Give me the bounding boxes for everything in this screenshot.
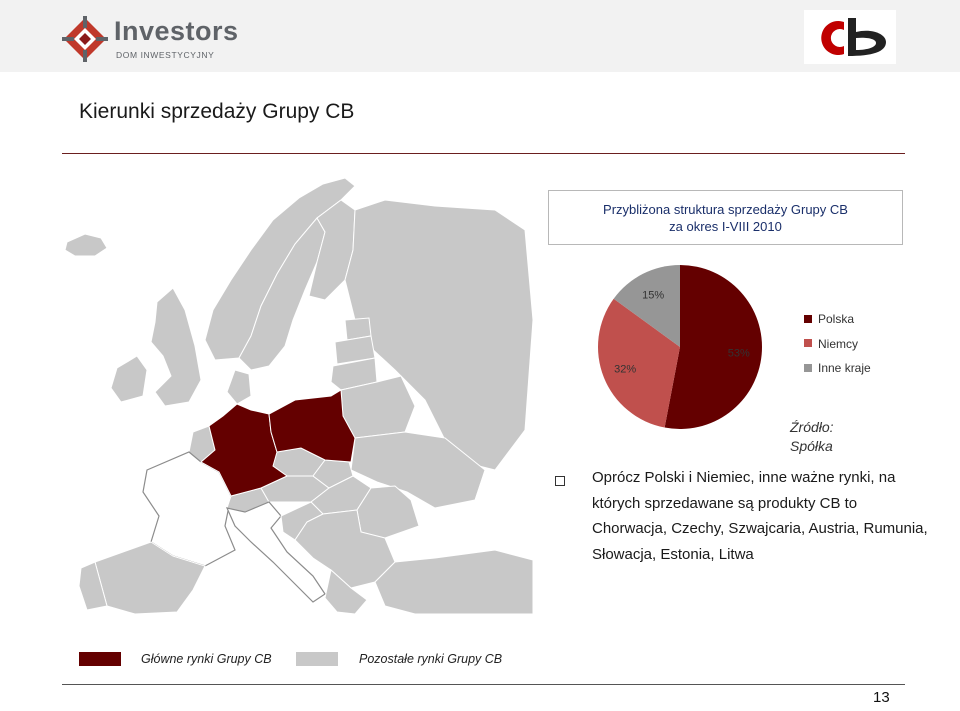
pie-label-inne-kraje: 15% [642,289,664,301]
map-country-finland [308,199,356,301]
source-value: Spółka [790,438,833,454]
map-country-ireland [110,355,148,403]
chart-title-box: Przybliżona struktura sprzedaży Grupy CB… [548,190,903,245]
title-divider [62,153,905,154]
investors-logo: Investors DOM INWESTYCYJNY [62,14,238,64]
map-legend-label-other: Pozostałe rynki Grupy CB [359,652,503,666]
cb-logo-icon [821,18,886,56]
pie-label-polska: 53% [728,348,750,360]
legend-swatch-polska [804,314,812,323]
map-country-germany [200,403,288,497]
legend-item-niemcy: Niemcy [804,337,871,362]
cb-logo [804,10,896,64]
page-number: 13 [873,689,890,706]
map-legend: Główne rynki Grupy CB Pozostałe rynki Gr… [79,650,559,670]
footer-divider [62,684,905,685]
legend-label-niemcy: Niemcy [818,336,859,351]
map-country-turkey [374,549,534,615]
legend-swatch-inne-kraje [804,363,812,372]
bullet-checkbox-icon [555,476,565,486]
map-country-italy [225,501,326,603]
pie-label-niemcy: 32% [614,364,636,376]
header-bar: Investors DOM INWESTYCYJNY [0,0,960,72]
investors-logo-subtitle: DOM INWESTYCYJNY [116,50,215,60]
map-country-ukraine [350,431,486,509]
europe-map [64,177,534,615]
map-country-denmark [226,369,252,405]
map-country-iceland [64,233,108,257]
investors-logo-name: Investors [114,16,239,46]
pie-slice-niemcy [598,298,680,428]
legend-item-polska: Polska [804,312,871,337]
map-legend-label-main: Główne rynki Grupy CB [141,652,272,666]
page-title: Kierunki sprzedaży Grupy CB [79,100,355,123]
legend-label-polska: Polska [818,312,855,326]
legend-item-inne-kraje: Inne kraje [804,361,871,386]
pie-legend: Polska Niemcy Inne kraje [804,312,871,386]
chart-title-line-1: Przybliżona struktura sprzedaży Grupy CB [603,202,848,217]
legend-swatch-niemcy [804,339,812,348]
map-country-greece [324,569,368,615]
map-country-uk [150,287,202,407]
source-note: Źródło: Spółka [790,418,834,456]
map-legend-swatch-main [79,652,121,666]
map-country-portugal [78,561,108,611]
map-country-balkans [294,509,396,589]
map-country-poland [268,389,356,463]
source-label: Źródło: [790,419,834,435]
pie-slice-polska [664,265,762,429]
investors-diamond-icon [62,16,108,62]
legend-label-inne-kraje: Inne kraje [818,361,871,375]
bullet-text: Oprócz Polski i Niemiec, inne ważne rynk… [592,469,928,563]
pie-chart: 53% 32% 15% [598,265,762,429]
map-legend-swatch-other [296,652,338,666]
chart-title-line-2: za okres I-VIII 2010 [669,219,782,234]
pie-slice-inne-kraje [613,265,680,347]
